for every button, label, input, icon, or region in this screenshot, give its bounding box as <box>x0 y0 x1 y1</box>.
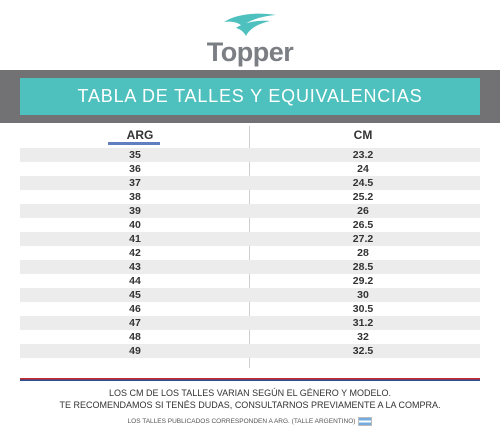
arg-size: 36 <box>129 163 141 175</box>
cm-size: 26.5 <box>352 219 374 231</box>
arg-size: 41 <box>129 233 141 245</box>
table-row: 45 30 <box>20 288 480 302</box>
table-row: 36 24 <box>20 162 480 176</box>
arg-underline <box>108 142 160 145</box>
table-row: 35 23.2 <box>20 148 480 162</box>
arg-size: 48 <box>129 331 141 343</box>
cm-size: 28.5 <box>352 261 374 273</box>
footer-divider <box>20 378 480 381</box>
table-row: 39 26 <box>20 204 480 218</box>
brand-name: Topper <box>206 37 294 67</box>
cm-size: 23.2 <box>352 149 374 161</box>
arg-size: 35 <box>129 149 141 161</box>
topper-swoosh-icon <box>224 13 276 36</box>
arg-size: 39 <box>129 205 141 217</box>
cm-size: 28 <box>357 247 369 259</box>
title-bar: TABLA DE TALLES Y EQUIVALENCIAS <box>20 78 480 115</box>
table-row: 47 31.2 <box>20 316 480 330</box>
table-row: 37 24.5 <box>20 176 480 190</box>
size-table: 35 23.2 36 24 37 24.5 38 25.2 39 26 40 26.5 41… <box>20 148 480 358</box>
column-divider <box>249 126 250 368</box>
footer-note-wrap: LOS TALLES PUBLICADOS CORRESPONDEN A ARG… <box>0 417 500 426</box>
cm-size: 30 <box>357 289 369 301</box>
arg-size: 45 <box>129 289 141 301</box>
table-row: 41 27.2 <box>20 232 480 246</box>
arg-size: 46 <box>129 303 141 315</box>
cm-size: 24.5 <box>352 177 374 189</box>
cm-size: 24 <box>357 163 369 175</box>
arg-size: 49 <box>129 345 141 357</box>
cm-size: 32.5 <box>352 345 374 357</box>
arg-size: 42 <box>129 247 141 259</box>
brand-header: Topper <box>0 0 500 70</box>
table-row: 42 28 <box>20 246 480 260</box>
cm-size: 31.2 <box>352 317 374 329</box>
cm-size: 27.2 <box>352 233 374 245</box>
arg-size: 44 <box>129 275 141 287</box>
arg-size: 47 <box>129 317 141 329</box>
arg-size: 37 <box>129 177 141 189</box>
table-row: 44 29.2 <box>20 274 480 288</box>
cm-size: 32 <box>357 331 369 343</box>
arg-size: 40 <box>129 219 141 231</box>
arg-size: 38 <box>129 191 141 203</box>
table-row: 48 32 <box>20 330 480 344</box>
table-row: 43 28.5 <box>20 260 480 274</box>
cm-size: 30.5 <box>352 303 374 315</box>
cm-size: 26 <box>357 205 369 217</box>
cm-size: 25.2 <box>352 191 374 203</box>
table-header: ARG CM <box>20 124 480 146</box>
table-row: 46 30.5 <box>20 302 480 316</box>
page-title: TABLA DE TALLES Y EQUIVALENCIAS <box>77 86 423 106</box>
table-row: 40 26.5 <box>20 218 480 232</box>
arg-size: 43 <box>129 261 141 273</box>
footer-line-1: LOS CM DE LOS TALLES VARIAN SEGÚN EL GÉN… <box>109 388 391 398</box>
argentina-flag-icon <box>358 417 373 426</box>
column-header-arg: ARG <box>126 128 154 142</box>
cm-size: 29.2 <box>352 275 374 287</box>
table-row: 38 25.2 <box>20 190 480 204</box>
column-header-cm: CM <box>353 128 373 142</box>
footer-line-2: TE RECOMENDAMOS SI TENÉS DUDAS, CONSULTA… <box>59 400 441 410</box>
footer-note: LOS TALLES PUBLICADOS CORRESPONDEN A ARG… <box>127 418 356 426</box>
table-row: 49 32.5 <box>20 344 480 358</box>
